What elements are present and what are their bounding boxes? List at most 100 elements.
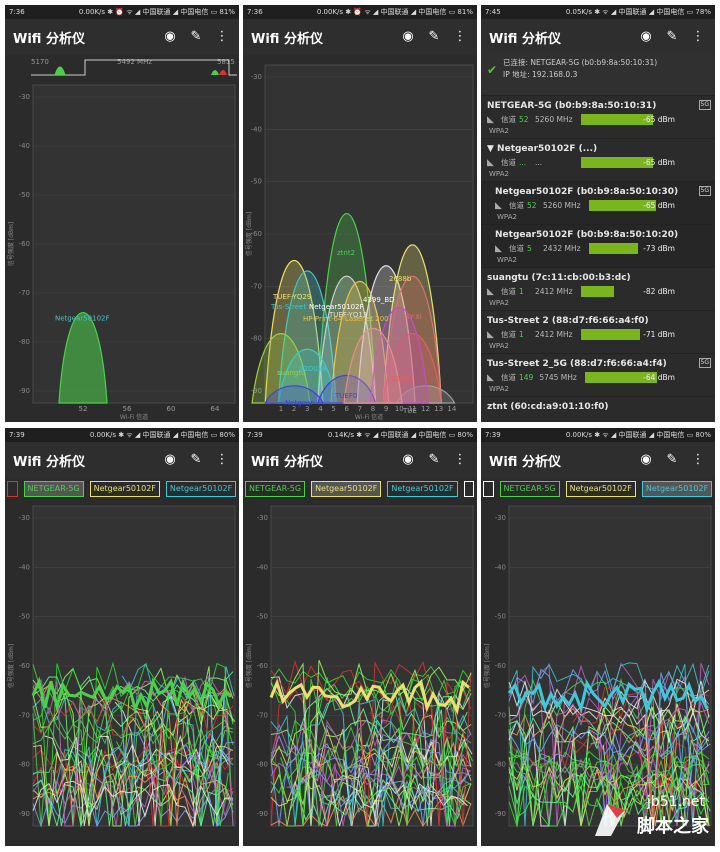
signal-arc[interactable] xyxy=(317,275,377,404)
signal-arc[interactable] xyxy=(277,270,337,404)
channel-value: 5 xyxy=(527,244,532,253)
ap-list-item[interactable]: suangtu (7c:11:cb:00:b3:dc) ◣ 信道 1 2412 … xyxy=(481,267,715,310)
wrench-icon[interactable]: ✎ xyxy=(190,29,202,44)
history-line xyxy=(270,737,472,827)
ssid-tab[interactable]: Netgear50102F xyxy=(565,481,636,497)
channel-graph-24ghz: -30 -40 -50 -60 -70 -80 -90 信号强度 [dBm] 1 2 3 4 5 6 7 8 9… xyxy=(243,55,477,422)
ssid-tab[interactable]: Netgear50102F xyxy=(641,481,713,497)
signal-fill xyxy=(581,286,614,297)
signal-fill xyxy=(581,157,653,168)
more-vert-icon[interactable]: ⋮ xyxy=(691,452,705,467)
signal-fill xyxy=(581,114,653,125)
frequency: 5260 MHz xyxy=(535,115,573,124)
signal-dbm: -64 dBm xyxy=(643,373,675,382)
arc-label: TUEF-YQ29 xyxy=(272,293,311,301)
history-line xyxy=(508,757,710,827)
history-line xyxy=(508,689,710,730)
y-tick-label: -30 xyxy=(251,73,262,81)
ssid-tab[interactable] xyxy=(483,481,494,497)
ssid-tab[interactable]: Netgear50102F xyxy=(311,481,382,497)
phone-panel-5: 7:39 0.14K/s ✱ ᯤ ◢ 中国联通 ◢ 中国电信 ▭ 80% Wifi… xyxy=(243,428,477,846)
ssid-tab[interactable] xyxy=(463,481,475,497)
ap-list-item[interactable]: Tus-Street 2_5G (88:d7:f6:66:a4:f4) 5G ◣ … xyxy=(481,353,715,396)
arc-label: ztnt2 xyxy=(337,249,355,257)
wifi-lock-icon: ◣ xyxy=(495,243,502,254)
status-indicators: 0.00K/s ✱ ⏰ ᯤ ◢ 中国联通 ◢ 中国电信 ▭ 81% xyxy=(78,8,235,16)
ssid-tab[interactable]: Netgear50102F xyxy=(89,481,160,497)
more-vert-icon[interactable]: ⋮ xyxy=(453,452,467,467)
ssid-tab[interactable]: NETGEAR-5G xyxy=(245,481,306,497)
y-tick-label: -80 xyxy=(495,761,506,769)
signal-bar: -64 dBm xyxy=(585,372,711,383)
mini-peak xyxy=(54,66,66,76)
signal-history-graph: -30 -40 -50 -60 -70 -80 -90 信号强度 [dBm] xyxy=(5,500,239,846)
wrench-icon[interactable]: ✎ xyxy=(666,452,678,467)
range-selector[interactable] xyxy=(31,59,237,76)
y-axis-label: 信号强度 [dBm] xyxy=(245,212,253,256)
y-tick-label: -40 xyxy=(19,142,30,150)
signal-arc[interactable] xyxy=(264,385,325,404)
status-time: 7:36 xyxy=(9,8,25,16)
history-line xyxy=(508,678,710,718)
wrench-icon[interactable]: ✎ xyxy=(666,29,678,44)
y-tick-label: -90 xyxy=(257,810,268,818)
y-tick-label: -90 xyxy=(19,387,30,395)
site-logo xyxy=(595,804,625,836)
ap-list-item[interactable]: Netgear50102F (b0:b9:8a:50:10:20) ◣ 信道 5… xyxy=(481,224,715,267)
wifi-lock-icon: ◣ xyxy=(487,114,494,125)
eye-icon[interactable]: ◉ xyxy=(402,29,414,44)
app-title: Wifi 分析仪 xyxy=(489,454,561,470)
ap-details: ◣ 信道 149 5745 MHz -64 dBm xyxy=(487,371,711,384)
history-line xyxy=(130,700,236,827)
signal-arc[interactable] xyxy=(343,327,403,404)
ap-list-item[interactable]: Netgear50102F (b0:b9:8a:50:10:30) 5G ◣ 信道… xyxy=(481,181,715,224)
signal-arc[interactable] xyxy=(264,260,324,404)
y-tick-label: -50 xyxy=(19,613,30,621)
channel-label: 信道 xyxy=(501,115,516,124)
eye-icon[interactable]: ◉ xyxy=(402,452,414,467)
signal-arc[interactable] xyxy=(382,244,442,404)
ssid-tab[interactable]: NETGEAR-5G xyxy=(499,481,560,497)
ip-address: IP 地址: 192.168.0.3 xyxy=(503,70,578,79)
ap-name: Tus-Street 2_5G (88:d7:f6:66:a4:f4) xyxy=(487,359,667,369)
ssid-tab[interactable] xyxy=(7,481,18,497)
signal-history-graph: -30 -40 -50 -60 -70 -80 -90 信号强度 [dBm] xyxy=(481,500,715,846)
eye-icon[interactable]: ◉ xyxy=(640,452,652,467)
x-tick-label: 13 xyxy=(434,405,443,413)
ap-list-item[interactable]: ▼ Netgear50102F (...) ◣ 信道 ... ... -65 d… xyxy=(481,138,715,181)
x-tick-label: 12 xyxy=(421,405,430,413)
more-vert-icon[interactable]: ⋮ xyxy=(215,29,229,44)
signal-arc[interactable] xyxy=(356,265,416,404)
signal-arc[interactable] xyxy=(58,312,108,404)
ap-name: Tus-Street 2 (88:d7:f6:66:a4:f0) xyxy=(487,316,649,326)
more-vert-icon[interactable]: ⋮ xyxy=(453,29,467,44)
wrench-icon[interactable]: ✎ xyxy=(428,29,440,44)
status-time: 7:39 xyxy=(247,431,263,439)
range-mid: 5492 MHz xyxy=(117,58,152,66)
channel-value: 52 xyxy=(527,201,537,210)
ssid-tab[interactable]: NETGEAR-5G xyxy=(23,481,84,497)
wrench-icon[interactable]: ✎ xyxy=(428,452,440,467)
status-bar: 7:39 0.00K/s ✱ ᯤ ◢ 中国联通 ◢ 中国电信 ▭ 80% xyxy=(481,428,715,442)
eye-icon[interactable]: ◉ xyxy=(164,452,176,467)
ssid-tab[interactable]: Netgear50102F xyxy=(387,481,458,497)
ap-details: ◣ 信道 1 2412 MHz -82 dBm xyxy=(487,285,711,298)
phone-panel-4: 7:39 0.00K/s ✱ ᯤ ◢ 中国联通 ◢ 中国电信 ▭ 80% Wifi… xyxy=(5,428,239,846)
channel-label: 信道 xyxy=(509,201,524,210)
more-vert-icon[interactable]: ⋮ xyxy=(215,452,229,467)
y-tick-label: -70 xyxy=(19,711,30,719)
signal-dbm: -71 dBm xyxy=(643,330,675,339)
signal-arc[interactable] xyxy=(316,374,377,404)
more-vert-icon[interactable]: ⋮ xyxy=(691,29,705,44)
eye-icon[interactable]: ◉ xyxy=(640,29,652,44)
wrench-icon[interactable]: ✎ xyxy=(190,452,202,467)
ap-list-item[interactable]: NETGEAR-5G (b0:b9:8a:50:10:31) 5G ◣ 信道 52… xyxy=(481,95,715,138)
ap-list-item[interactable]: Tus-Street 2 (88:d7:f6:66:a4:f0) ◣ 信道 1 … xyxy=(481,310,715,353)
signal-arc[interactable] xyxy=(277,348,337,404)
x-axis-label: Wi-Fi 信道 xyxy=(120,413,148,421)
y-tick-label: -30 xyxy=(19,93,30,101)
ap-list-item[interactable]: ztnt (60:cd:a9:01:10:f0) xyxy=(481,396,715,416)
signal-arc[interactable] xyxy=(369,306,429,404)
eye-icon[interactable]: ◉ xyxy=(164,29,176,44)
ssid-tab[interactable]: Netgear50102F xyxy=(165,481,237,497)
